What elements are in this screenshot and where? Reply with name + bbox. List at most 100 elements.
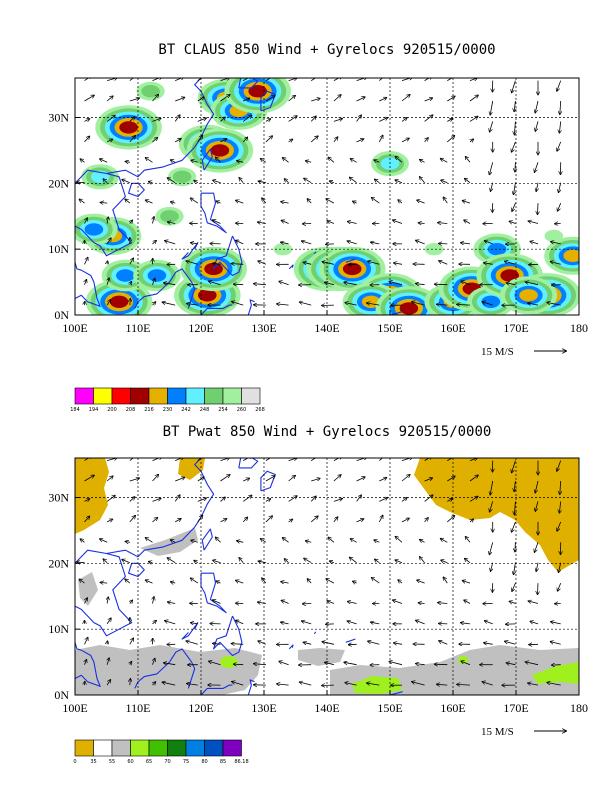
wind-vector	[326, 199, 335, 204]
wind-vector	[220, 117, 226, 122]
wind-vector	[84, 475, 95, 482]
wind-vector	[461, 623, 471, 624]
cloud-contour	[147, 269, 167, 282]
pwat-colorbar: 0 35 55 60 65 70 75 80 85 86.18	[73, 739, 249, 765]
wind-vector	[84, 95, 95, 102]
coastline-segment	[200, 192, 227, 234]
wind-vector	[236, 580, 244, 584]
wind-vector	[277, 684, 289, 685]
wind-vector	[213, 263, 221, 264]
wind-vector	[213, 180, 221, 182]
claus-coastline	[75, 78, 403, 315]
wind-vector	[395, 157, 403, 163]
wind-vector	[368, 641, 380, 645]
wind-vector	[129, 78, 134, 81]
wind-vector	[435, 664, 448, 665]
wind-vector	[557, 460, 562, 472]
wind-vector	[310, 136, 318, 143]
wind-vector	[209, 281, 221, 286]
wind-vector	[559, 182, 561, 193]
colorbar-swatch	[167, 739, 187, 757]
wind-vector	[129, 136, 136, 143]
wind-vector	[307, 579, 312, 584]
wind-vector	[265, 499, 271, 502]
cloud-contour	[160, 210, 179, 223]
wind-vector	[447, 499, 452, 502]
wind-vector	[145, 538, 153, 543]
wind-vector	[106, 96, 113, 102]
wind-vector	[262, 198, 267, 204]
wind-vector	[322, 642, 334, 645]
wind-vector	[356, 519, 364, 523]
wind-vector	[84, 499, 90, 502]
wind-vector	[261, 159, 267, 163]
wind-vector	[424, 138, 429, 143]
pwat-reference-label: 15 M/S	[481, 726, 514, 738]
wind-vector	[152, 95, 159, 102]
wind-vector	[197, 118, 206, 122]
wind-vector	[265, 78, 275, 81]
wind-vector	[420, 557, 425, 563]
coastline-segment	[389, 311, 403, 315]
wind-vector	[550, 642, 561, 645]
wind-vector	[525, 282, 539, 286]
wind-vector	[216, 581, 221, 583]
wind-vector	[514, 182, 516, 195]
cloud-cell	[136, 81, 165, 101]
wind-vector	[327, 221, 335, 224]
wind-vector	[368, 261, 380, 265]
wind-vector	[557, 80, 562, 92]
wind-vector	[465, 559, 471, 564]
wind-vector	[325, 282, 334, 284]
wind-vector	[153, 658, 155, 665]
claus-cloud-fill	[75, 78, 579, 315]
wind-vector	[100, 202, 108, 203]
wind-vector	[84, 136, 90, 143]
wind-vector	[232, 682, 244, 686]
coastline-segment	[200, 572, 227, 614]
cloud-contour	[84, 223, 104, 236]
wind-vector	[416, 620, 425, 625]
cloud-cell	[500, 276, 558, 315]
wind-vector	[447, 458, 453, 461]
x-tick-label: 170E	[503, 321, 528, 335]
claus-colorbar: 184 194 200 208 216 230 242 248 254 260 268	[70, 387, 265, 413]
wind-vector	[310, 78, 321, 81]
wind-vector	[447, 78, 453, 81]
cloud-contour	[119, 121, 138, 134]
cloud-cell	[81, 164, 120, 190]
wind-vector	[106, 680, 110, 686]
wind-vector	[216, 201, 221, 203]
x-tick-label: 140E	[314, 701, 339, 715]
wind-vector	[417, 580, 425, 584]
wind-vector	[106, 496, 115, 502]
wind-vector	[515, 542, 516, 551]
wind-vector	[401, 118, 407, 122]
x-tick-label: 160E	[440, 321, 465, 335]
wind-vector	[528, 221, 539, 224]
colorbar-level-label: 268	[255, 407, 265, 413]
wind-vector	[107, 658, 109, 665]
wind-vector	[401, 458, 412, 461]
wind-vector	[375, 559, 380, 564]
wind-vector	[356, 115, 362, 122]
wind-vector	[535, 100, 539, 113]
colorbar-level-label: 70	[164, 759, 170, 765]
wind-vector	[310, 516, 318, 523]
wind-vector	[462, 581, 471, 584]
wind-vector	[130, 220, 133, 223]
wind-vector	[197, 458, 203, 461]
wind-vector	[356, 139, 364, 143]
wind-vector	[175, 97, 184, 102]
wind-vector	[191, 623, 198, 624]
wind-vector	[258, 602, 266, 603]
cloud-contour	[519, 289, 538, 302]
wind-vector	[438, 603, 448, 604]
wind-vector	[171, 160, 176, 162]
wind-vector	[84, 78, 93, 81]
wind-vector	[345, 683, 357, 686]
y-tick-label: 0N	[54, 308, 69, 322]
wind-vector	[300, 302, 312, 306]
colorbar-swatch	[130, 387, 150, 405]
wind-vector	[106, 300, 110, 306]
